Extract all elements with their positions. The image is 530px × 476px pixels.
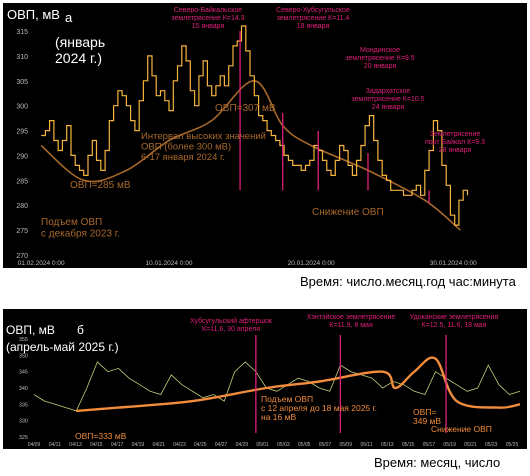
y-tick-label-a: 280	[16, 203, 28, 210]
x-axis-title-a: Время: число.месяц.год час:минута	[300, 274, 516, 289]
event-label-a: Мондинское землетрясение К=9.5 20 января	[345, 47, 414, 70]
annotation-a: ОВП=285 мВ	[70, 180, 131, 191]
x-tick-label-b: 04/17	[111, 442, 124, 448]
y-tick-label-b: 350	[19, 353, 28, 359]
x-tick-label-b: 04/29	[236, 442, 249, 448]
annotation-b: Подъем ОВП с 12 апреля до 18 мая 2025 г. н…	[261, 394, 377, 422]
y-axis-title-b: ОВП, мВ	[6, 323, 55, 337]
annotation-a: Снижение ОВП	[312, 207, 384, 218]
period-label-b: (апрель-май 2025 г.)	[6, 340, 119, 354]
y-tick-label-a: 285	[16, 178, 28, 185]
x-tick-label-a: 01.02.2024 0:00	[18, 260, 65, 267]
x-tick-label-b: 04/15	[90, 442, 103, 448]
x-tick-label-b: 05/09	[339, 442, 352, 448]
panel-letter-a: а	[65, 10, 73, 25]
annotation-b: Снижение ОВП	[431, 424, 492, 434]
orp-chart-april-may-2025: ОВП, мВ б (апрель-май 2025 г.) 325 330 335 340…	[6, 313, 521, 448]
annotation-b: ОВП= 349 мВ	[413, 407, 441, 426]
y-tick-label-a: 300	[16, 104, 28, 111]
orp-chart-january-2024: ОВП, мВ а (январь 2024 г.) 270 275 280 285 290 29…	[7, 6, 485, 267]
x-tick-label-b: 05/07	[319, 442, 332, 448]
x-tick-label-b: 05/19	[443, 442, 456, 448]
x-tick-label-b: 05/03	[277, 442, 290, 448]
trend-envelope-b	[76, 356, 521, 413]
x-tick-label-b: 04/21	[152, 442, 165, 448]
event-label-a: Землетрясение порт Байкал К=9.3 28 января	[425, 131, 485, 154]
y-tick-label-a: 305	[16, 79, 28, 86]
annotation-a: Интервал высоких значений ОВП (более 300 …	[141, 131, 266, 163]
annotation-a: ОВП=307 мВ	[215, 103, 276, 114]
x-axis-title-b: Время: месяц, число	[374, 455, 501, 470]
y-tick-label-b: 325	[19, 435, 28, 441]
y-tick-label-b: 340	[19, 386, 28, 392]
x-tick-label-b: 04/09	[28, 442, 41, 448]
x-tick-label-b: 05/01	[256, 442, 269, 448]
event-label-a: Северо-Байкальское землетрясение К=14.3 15…	[171, 6, 244, 30]
event-label-a: Задархатское землетрясение К=10.5 24 январ…	[351, 88, 424, 111]
x-tick-label-b: 04/13	[69, 442, 82, 448]
period-label-a: (январь 2024 г.)	[55, 34, 105, 66]
x-tick-label-b: 05/13	[381, 442, 394, 448]
y-tick-label-a: 295	[16, 129, 28, 136]
event-label-b: Хэнтэйское землетрясение К=11.9, 8 мая	[307, 313, 396, 329]
x-tick-label-b: 04/25	[194, 442, 207, 448]
annotation-b: ОВП=333 мВ	[75, 431, 127, 441]
chart-panel-a: ОВП, мВ а (январь 2024 г.) 270 275 280 285 290 29…	[3, 3, 527, 268]
panel-letter-b: б	[77, 323, 84, 337]
x-tick-label-b: 04/11	[49, 442, 61, 448]
y-tick-label-a: 270	[16, 253, 28, 260]
x-tick-label-b: 05/05	[298, 442, 311, 448]
event-label-b: Удоканские землетрясения К=12.5, 11.6, 18…	[410, 314, 499, 329]
x-tick-label-a: 10.01.2024 0:00	[146, 260, 193, 267]
y-axis-title-a: ОВП, мВ	[7, 7, 60, 22]
x-tick-label-b: 05/11	[360, 442, 372, 448]
event-label-a: Северо-Хубсугульское землетрясение К=11.4…	[276, 6, 350, 30]
x-tick-label-a: 30.01.2024 0:00	[430, 260, 477, 267]
x-tick-label-b: 04/27	[215, 442, 228, 448]
orp-series-a	[41, 25, 469, 226]
x-tick-label-a: 20.01.2024 0:00	[288, 260, 335, 267]
x-tick-label-b: 04/19	[132, 442, 145, 448]
y-tick-label-b: 335	[19, 402, 28, 408]
y-tick-label-b: 345	[19, 370, 28, 376]
y-tick-label-b: 330	[19, 419, 28, 425]
y-tick-label-a: 310	[16, 54, 28, 61]
x-tick-label-b: 05/25	[506, 442, 519, 448]
orp-series-b	[33, 361, 521, 412]
y-tick-label-a: 290	[16, 153, 28, 160]
x-tick-label-b: 05/23	[485, 442, 498, 448]
x-tick-label-b: 05/15	[402, 442, 415, 448]
x-tick-label-b: 05/17	[423, 442, 436, 448]
event-label-b: Хубсугульский афтершок К=11.6, 30 апреля	[190, 317, 273, 333]
chart-panel-b: ОВП, мВ б (апрель-май 2025 г.) 325 330 335 340…	[3, 309, 527, 449]
x-tick-label-b: 04/23	[173, 442, 186, 448]
y-tick-label-a: 315	[16, 29, 28, 36]
x-tick-label-b: 05/21	[464, 442, 477, 448]
annotation-a: Подъем ОВП с декабря 2023 г.	[41, 217, 120, 240]
y-tick-label-b: 355	[19, 337, 28, 343]
y-tick-label-a: 275	[16, 228, 28, 235]
